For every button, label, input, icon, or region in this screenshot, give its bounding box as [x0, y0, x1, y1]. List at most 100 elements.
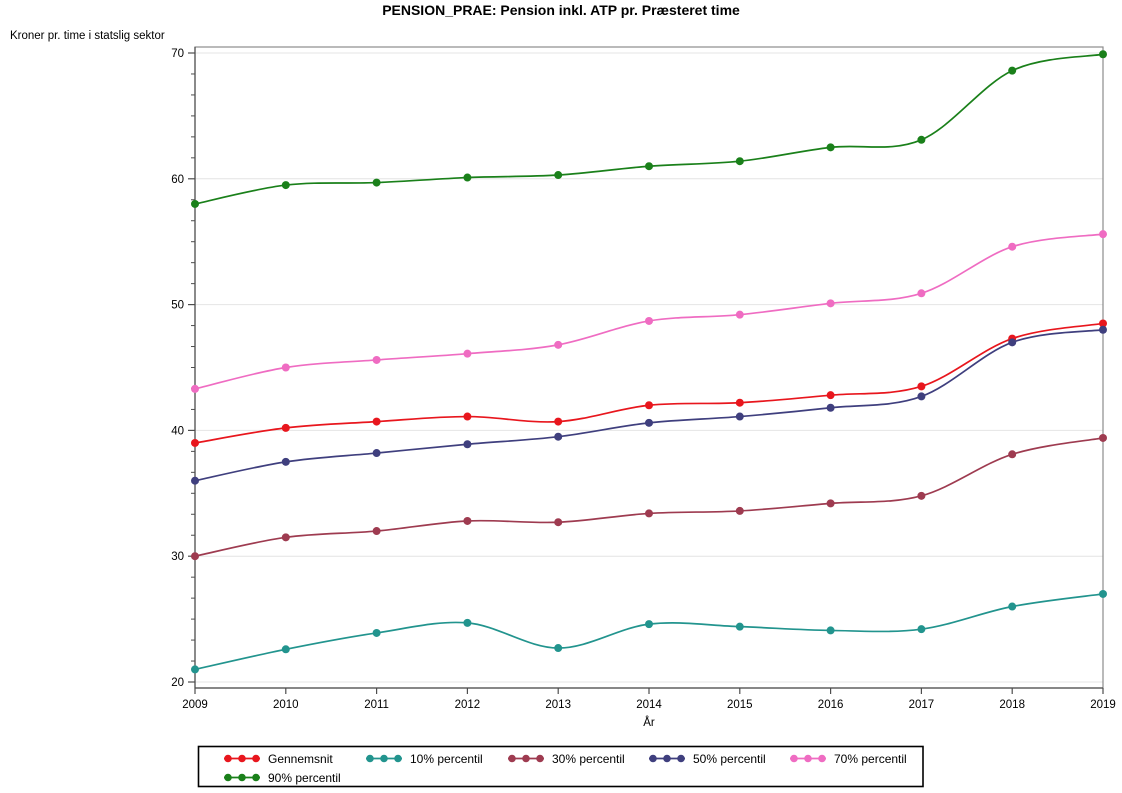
- x-tick-label: 2019: [1090, 699, 1116, 711]
- x-tick-label: 2009: [182, 699, 208, 711]
- data-point-90-percentil: [1099, 50, 1107, 59]
- legend-marker-dot-90-percentil: [224, 773, 232, 782]
- data-point-70-percentil: [372, 355, 381, 364]
- x-tick-label: 2011: [364, 699, 389, 711]
- data-point-90-percentil: [281, 181, 290, 190]
- x-tick-label: 2016: [818, 699, 844, 711]
- x-tick-label: 2018: [999, 699, 1025, 711]
- y-tick-label: 70: [171, 48, 184, 60]
- data-point-70-percentil: [554, 340, 563, 349]
- data-point-gennemsnit: [191, 438, 199, 447]
- data-point-gennemsnit: [826, 391, 835, 400]
- data-point-50-percentil: [463, 440, 472, 449]
- data-point-10-percentil: [281, 645, 290, 654]
- series-line-30-percentil: [194, 437, 1104, 558]
- legend-marker-dot-10-percentil: [380, 754, 388, 763]
- data-point-50-percentil: [735, 412, 744, 421]
- x-tick-label: 2015: [727, 699, 753, 711]
- data-point-70-percentil: [1008, 242, 1017, 251]
- data-point-gennemsnit: [917, 382, 926, 391]
- data-point-90-percentil: [1008, 66, 1017, 75]
- data-point-30-percentil: [1008, 450, 1017, 459]
- legend-marker-dot-30-percentil: [508, 754, 516, 763]
- data-point-10-percentil: [554, 644, 563, 653]
- data-point-gennemsnit: [735, 398, 744, 407]
- data-point-70-percentil: [281, 363, 290, 372]
- data-point-70-percentil: [1099, 230, 1107, 239]
- data-point-30-percentil: [826, 499, 835, 508]
- y-tick-label: 60: [171, 174, 184, 186]
- data-point-90-percentil: [554, 171, 563, 180]
- series-line-10-percentil: [194, 593, 1104, 671]
- data-point-90-percentil: [191, 199, 199, 208]
- data-point-10-percentil: [735, 622, 744, 631]
- data-point-gennemsnit: [463, 412, 472, 421]
- data-point-90-percentil: [735, 157, 744, 166]
- legend-box: [197, 745, 924, 788]
- data-point-10-percentil: [1099, 589, 1107, 598]
- data-point-10-percentil: [372, 628, 381, 637]
- data-point-gennemsnit: [1099, 319, 1107, 328]
- x-tick-label: 2010: [273, 699, 299, 711]
- data-point-50-percentil: [554, 432, 563, 441]
- data-point-70-percentil: [463, 349, 472, 358]
- data-point-50-percentil: [826, 403, 835, 412]
- data-point-50-percentil: [1099, 325, 1107, 334]
- data-point-50-percentil: [281, 457, 290, 466]
- legend-marker-dot-50-percentil: [663, 754, 671, 763]
- legend-label-10-percentil: 10% percentil: [410, 752, 483, 766]
- data-point-30-percentil: [372, 527, 381, 536]
- legend-marker-dot-30-percentil: [536, 754, 544, 763]
- data-point-30-percentil: [191, 552, 199, 561]
- data-point-70-percentil: [191, 384, 199, 393]
- x-tick-label: 2013: [545, 699, 571, 711]
- data-point-90-percentil: [645, 162, 653, 171]
- legend-marker-dot-10-percentil: [366, 754, 374, 763]
- data-point-70-percentil: [917, 289, 926, 298]
- data-point-50-percentil: [372, 449, 381, 458]
- data-point-50-percentil: [645, 418, 653, 427]
- data-point-30-percentil: [463, 516, 472, 525]
- data-point-10-percentil: [1008, 602, 1017, 611]
- legend-marker-dot-70-percentil: [818, 754, 826, 763]
- series-line-90-percentil: [194, 53, 1104, 205]
- x-tick-label: 2014: [636, 699, 662, 711]
- data-point-50-percentil: [1008, 338, 1017, 347]
- data-point-30-percentil: [645, 509, 653, 518]
- data-point-90-percentil: [826, 143, 835, 152]
- legend-marker-dot-10-percentil: [394, 754, 402, 763]
- legend-marker-dot-30-percentil: [522, 754, 530, 763]
- data-point-50-percentil: [917, 392, 926, 401]
- legend-label-50-percentil: 50% percentil: [693, 752, 766, 766]
- data-point-90-percentil: [917, 135, 926, 144]
- data-point-70-percentil: [645, 316, 653, 325]
- legend-marker-dot-50-percentil: [677, 754, 685, 763]
- legend-marker-dot-90-percentil: [238, 773, 246, 782]
- legend-marker-dot-gennemsnit: [238, 754, 246, 763]
- data-point-70-percentil: [826, 299, 835, 308]
- y-tick-label: 30: [171, 551, 184, 563]
- data-point-10-percentil: [826, 626, 835, 635]
- legend-marker-dot-50-percentil: [649, 754, 657, 763]
- legend-label-90-percentil: 90% percentil: [268, 771, 341, 785]
- chart-title: PENSION_PRAE: Pension inkl. ATP pr. Præs…: [382, 2, 740, 18]
- x-axis-label: År: [643, 717, 655, 729]
- data-point-30-percentil: [1099, 433, 1107, 442]
- legend-label-gennemsnit: Gennemsnit: [268, 752, 333, 766]
- data-point-50-percentil: [191, 476, 199, 485]
- data-point-gennemsnit: [554, 417, 563, 426]
- data-point-90-percentil: [463, 173, 472, 182]
- legend-marker-dot-70-percentil: [790, 754, 798, 763]
- data-point-30-percentil: [735, 506, 744, 515]
- data-point-30-percentil: [917, 491, 926, 500]
- legend-label-70-percentil: 70% percentil: [834, 752, 907, 766]
- legend-marker-dot-90-percentil: [252, 773, 260, 782]
- data-point-10-percentil: [645, 620, 653, 629]
- plot-frame: [194, 46, 1104, 689]
- y-tick-label: 50: [171, 300, 184, 312]
- x-tick-label: 2012: [455, 699, 481, 711]
- data-point-30-percentil: [281, 533, 290, 542]
- legend-marker-dot-gennemsnit: [252, 754, 260, 763]
